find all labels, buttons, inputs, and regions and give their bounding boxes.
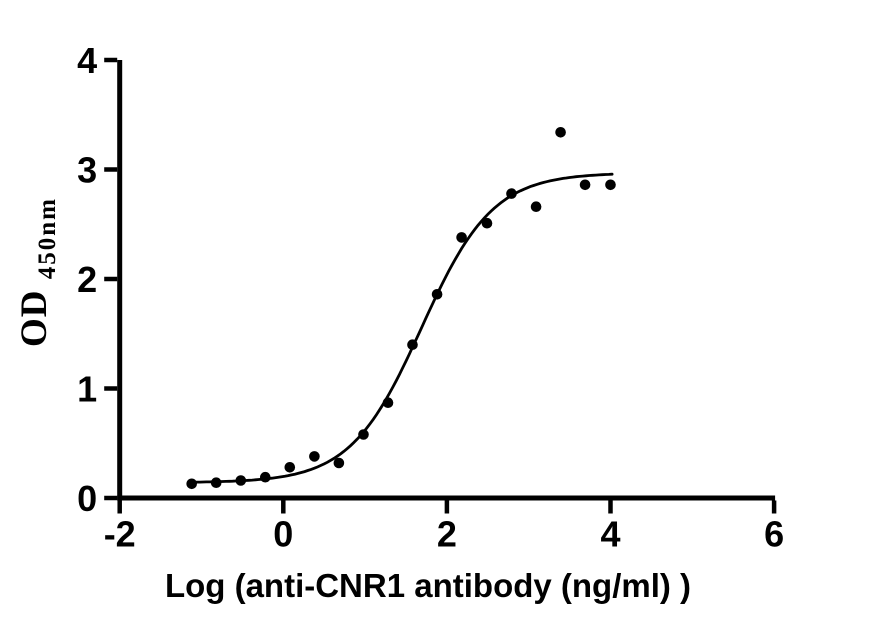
y-axis-tick-label: 4 xyxy=(77,40,97,81)
data-point xyxy=(210,477,222,489)
data-point xyxy=(333,457,345,469)
data-point xyxy=(605,179,616,191)
data-point xyxy=(284,462,296,473)
x-axis-tick-label: -2 xyxy=(104,514,136,555)
y-axis-tick-label: 2 xyxy=(77,259,97,300)
fit-curve-layer xyxy=(188,172,614,484)
data-point xyxy=(555,127,566,138)
data-points-layer xyxy=(186,127,616,490)
y-axis-title-subscript: 450nm xyxy=(34,197,61,279)
data-point xyxy=(579,179,591,191)
x-axis-tick-label: 6 xyxy=(764,514,784,555)
data-point xyxy=(309,451,320,462)
data-point xyxy=(481,217,493,229)
x-axis-tick-label: 0 xyxy=(273,514,293,555)
y-axis-title-main: OD xyxy=(14,289,55,347)
data-point xyxy=(456,232,467,243)
y-axis-tick-label: 1 xyxy=(77,369,97,410)
data-point xyxy=(407,339,418,351)
data-point xyxy=(235,475,247,486)
x-axis-tick-label: 4 xyxy=(600,514,620,555)
data-point xyxy=(431,289,443,300)
fit-curve xyxy=(188,172,614,484)
data-point xyxy=(358,429,369,440)
data-point xyxy=(382,397,394,409)
data-point xyxy=(186,478,197,490)
y-axis-tick-label: 0 xyxy=(77,478,97,519)
x-axis-title: Log (anti-CNR1 antibody (ng/ml) ) xyxy=(165,567,691,604)
data-point xyxy=(506,188,517,199)
y-axis-title: OD 450nm xyxy=(14,197,61,347)
data-point xyxy=(260,471,271,483)
x-axis-tick-label: 2 xyxy=(437,514,457,555)
y-axis-tick-label: 3 xyxy=(77,150,97,191)
data-point xyxy=(530,201,542,212)
